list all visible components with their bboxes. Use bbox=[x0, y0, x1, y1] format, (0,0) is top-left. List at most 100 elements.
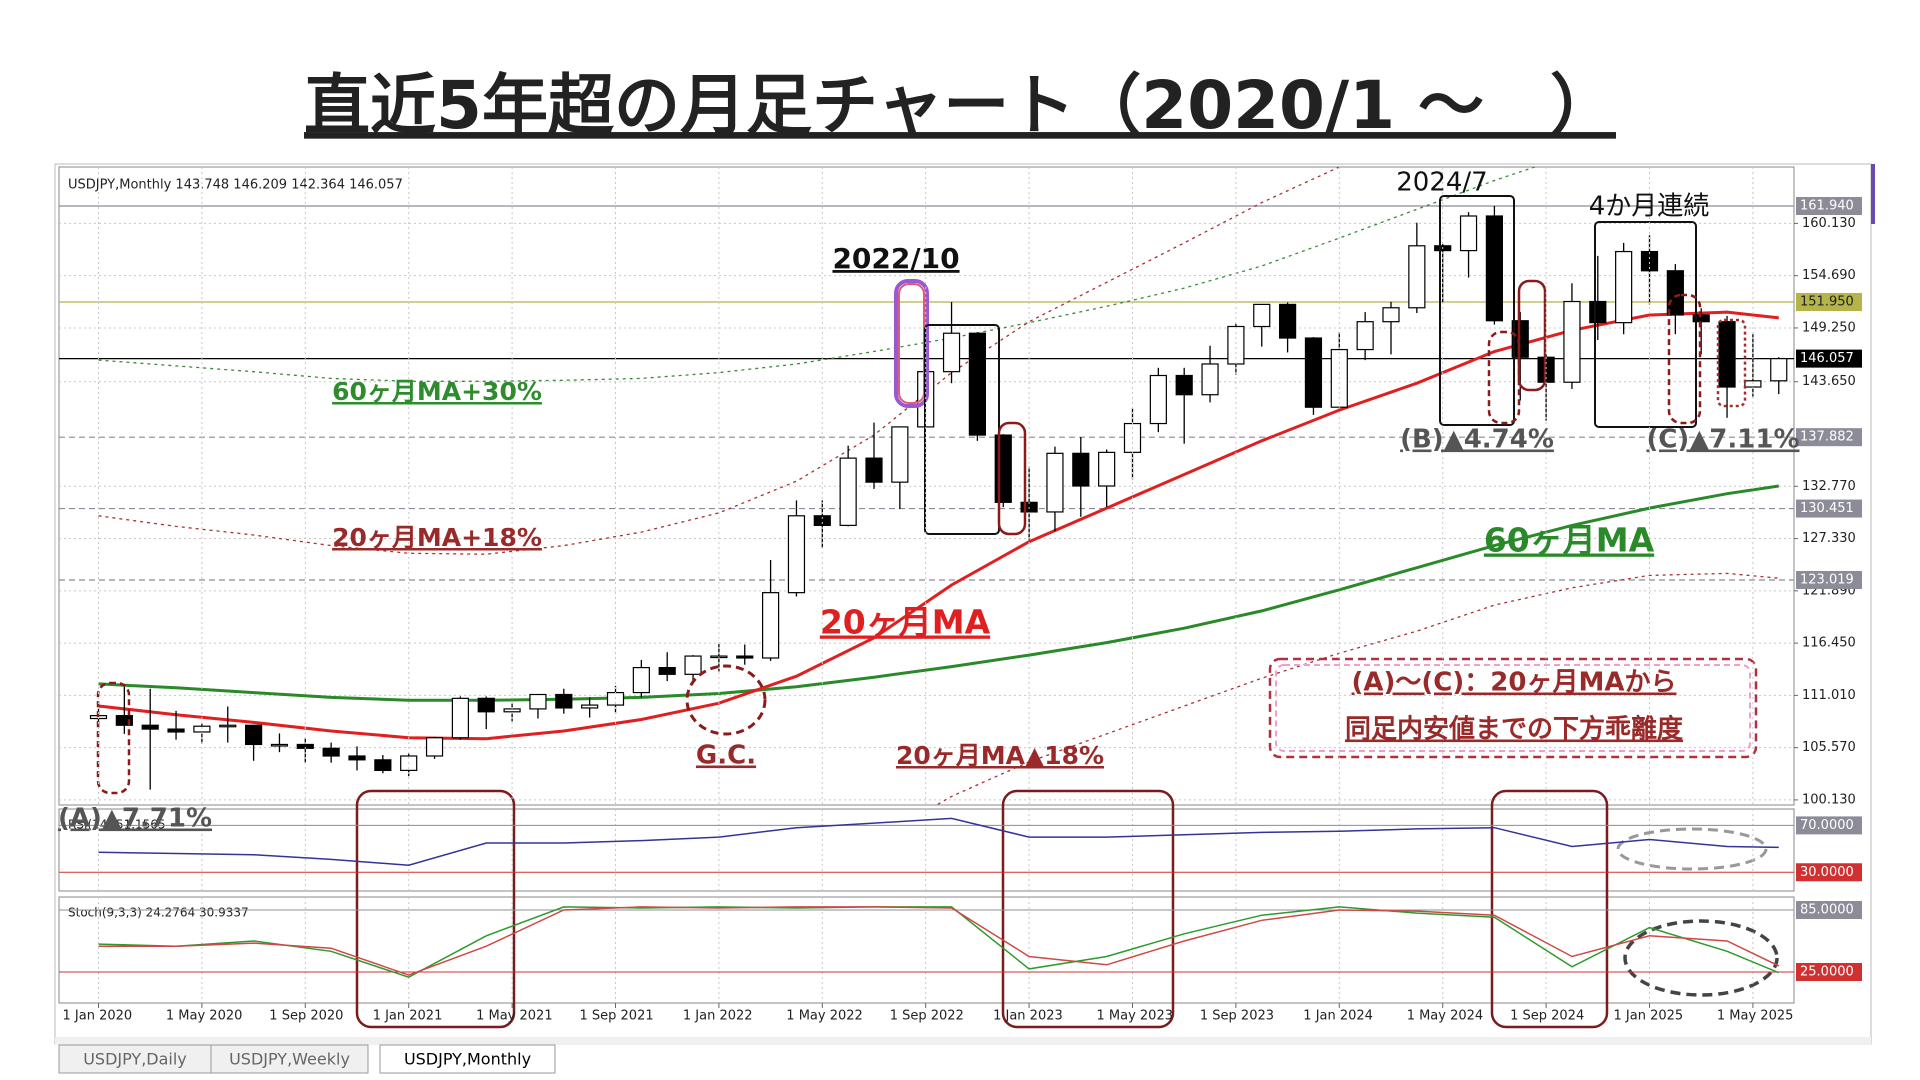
level-label: 30.0000 bbox=[1800, 865, 1854, 880]
level-label: 85.0000 bbox=[1800, 903, 1854, 918]
annotation-shapes bbox=[96, 195, 1779, 1029]
candle-body bbox=[761, 592, 780, 659]
annotation: 60ヶ月MA+30% bbox=[332, 377, 542, 406]
level-label-bg bbox=[1796, 863, 1862, 882]
stoch-panel bbox=[58, 896, 1795, 1004]
candle-body bbox=[942, 332, 961, 373]
tab[interactable] bbox=[58, 1044, 212, 1074]
candle-body bbox=[1149, 374, 1167, 425]
candle-body bbox=[658, 666, 676, 675]
candle-body bbox=[425, 737, 444, 757]
chart-header: USDJPY,Monthly 143.748 146.209 142.364 1… bbox=[68, 178, 403, 193]
price-label-bg bbox=[1796, 349, 1862, 368]
tab-label[interactable]: USDJPY,Daily bbox=[83, 1050, 187, 1069]
highlight-box bbox=[1487, 330, 1521, 425]
x-tick-label: 1 Sep 2021 bbox=[580, 1009, 654, 1024]
candle-body bbox=[1175, 374, 1193, 396]
annotation: 同足内安値までの下方乖離度 bbox=[1345, 714, 1683, 745]
stoch-header: Stoch(9,3,3) 24.2764 30.9337 bbox=[68, 906, 249, 920]
candle-body bbox=[1563, 300, 1581, 383]
annotation: 4か月連続 bbox=[1589, 192, 1710, 222]
candle-body bbox=[1304, 337, 1323, 408]
x-tick-label: 1 Sep 2022 bbox=[890, 1009, 964, 1024]
candle-body bbox=[968, 332, 987, 436]
ma-line bbox=[98, 484, 1780, 702]
level-label-bg bbox=[1796, 816, 1862, 835]
candle-body bbox=[1046, 452, 1064, 513]
candle-body bbox=[1278, 303, 1297, 339]
rsi-ellipse bbox=[1616, 827, 1768, 871]
candle-body bbox=[451, 697, 469, 739]
price-label: 151.950 bbox=[1800, 294, 1854, 309]
x-tick-label: 1 Jan 2021 bbox=[373, 1009, 443, 1024]
highlight-box bbox=[1594, 221, 1697, 428]
candle-body bbox=[813, 515, 831, 526]
y-tick-label: 127.330 bbox=[1802, 531, 1856, 546]
highlight-box bbox=[997, 421, 1027, 536]
candle-body bbox=[141, 724, 159, 730]
annotation: (A)〜(C)：20ヶ月MAから bbox=[1352, 668, 1677, 698]
candle-body bbox=[503, 708, 521, 713]
stoch-ellipse bbox=[1623, 919, 1779, 997]
highlight-box bbox=[1517, 279, 1547, 392]
candle-body bbox=[1640, 250, 1659, 272]
annotation: (A)▲7.71% bbox=[58, 804, 212, 834]
candle-body bbox=[891, 426, 909, 483]
tab-label[interactable]: USDJPY,Weekly bbox=[229, 1050, 350, 1069]
note-box bbox=[1268, 657, 1758, 759]
candle-body bbox=[193, 725, 211, 733]
candle-body bbox=[684, 655, 702, 675]
annotation: 20ヶ月MA bbox=[820, 603, 991, 642]
tab[interactable] bbox=[379, 1044, 556, 1074]
candle-body bbox=[1718, 321, 1736, 388]
x-tick-label: 1 Jan 2024 bbox=[1303, 1009, 1373, 1024]
period-box bbox=[1490, 789, 1609, 1029]
period-box bbox=[1001, 789, 1175, 1029]
tab[interactable] bbox=[210, 1044, 369, 1074]
rsi-header: RSI(14) 51.1565 bbox=[68, 818, 166, 832]
candle-body bbox=[581, 704, 599, 709]
highlight-box bbox=[894, 279, 929, 408]
candle-body bbox=[555, 693, 573, 709]
candle-body bbox=[1253, 303, 1271, 328]
candle-body bbox=[1382, 307, 1400, 323]
x-tick-label: 1 Sep 2023 bbox=[1200, 1009, 1274, 1024]
level-label: 25.0000 bbox=[1800, 965, 1854, 980]
candle-body bbox=[1408, 245, 1426, 309]
x-tick-label: 1 Sep 2024 bbox=[1510, 1009, 1584, 1024]
candle-body bbox=[736, 655, 754, 659]
price-label-bg bbox=[1796, 570, 1862, 589]
scroll-marker bbox=[1871, 164, 1875, 224]
chart-title: 直近5年超の月足チャート（2020/1 ～ ） bbox=[304, 67, 1616, 144]
y-tick-label: 105.570 bbox=[1802, 740, 1856, 755]
level-label-bg bbox=[1796, 963, 1862, 982]
annotation: 20ヶ月MA▲18% bbox=[896, 741, 1104, 770]
price-label: 161.940 bbox=[1800, 199, 1854, 214]
candle-body bbox=[374, 759, 392, 772]
candle-body bbox=[1589, 300, 1607, 324]
y-tick-label: 100.130 bbox=[1802, 792, 1856, 807]
tab-label[interactable]: USDJPY,Monthly bbox=[404, 1050, 531, 1069]
price-label: 123.019 bbox=[1800, 572, 1854, 587]
candle-body bbox=[1072, 452, 1090, 487]
annotation: G.C. bbox=[696, 741, 756, 771]
annotation: 2022/10 bbox=[832, 242, 959, 275]
price-label-bg bbox=[1796, 292, 1862, 311]
x-tick-label: 1 May 2024 bbox=[1407, 1009, 1484, 1024]
candle-body bbox=[1201, 363, 1219, 396]
x-tick-label: 1 Jan 2025 bbox=[1614, 1009, 1684, 1024]
candle-body bbox=[348, 755, 366, 761]
rsi-line bbox=[98, 817, 1779, 866]
highlight-box bbox=[1667, 293, 1702, 425]
candle-body bbox=[865, 457, 883, 483]
x-tick-label: 1 May 2025 bbox=[1717, 1009, 1794, 1024]
x-tick-label: 1 Jan 2020 bbox=[63, 1009, 133, 1024]
candle-body bbox=[245, 724, 263, 746]
y-tick-label: 154.690 bbox=[1802, 268, 1856, 283]
note-box bbox=[1275, 664, 1751, 752]
y-tick-label: 160.130 bbox=[1802, 216, 1856, 231]
level-label: 70.0000 bbox=[1800, 818, 1854, 833]
period-box bbox=[355, 789, 516, 1029]
candle-body bbox=[1666, 270, 1684, 316]
rsi-panel bbox=[58, 808, 1795, 892]
